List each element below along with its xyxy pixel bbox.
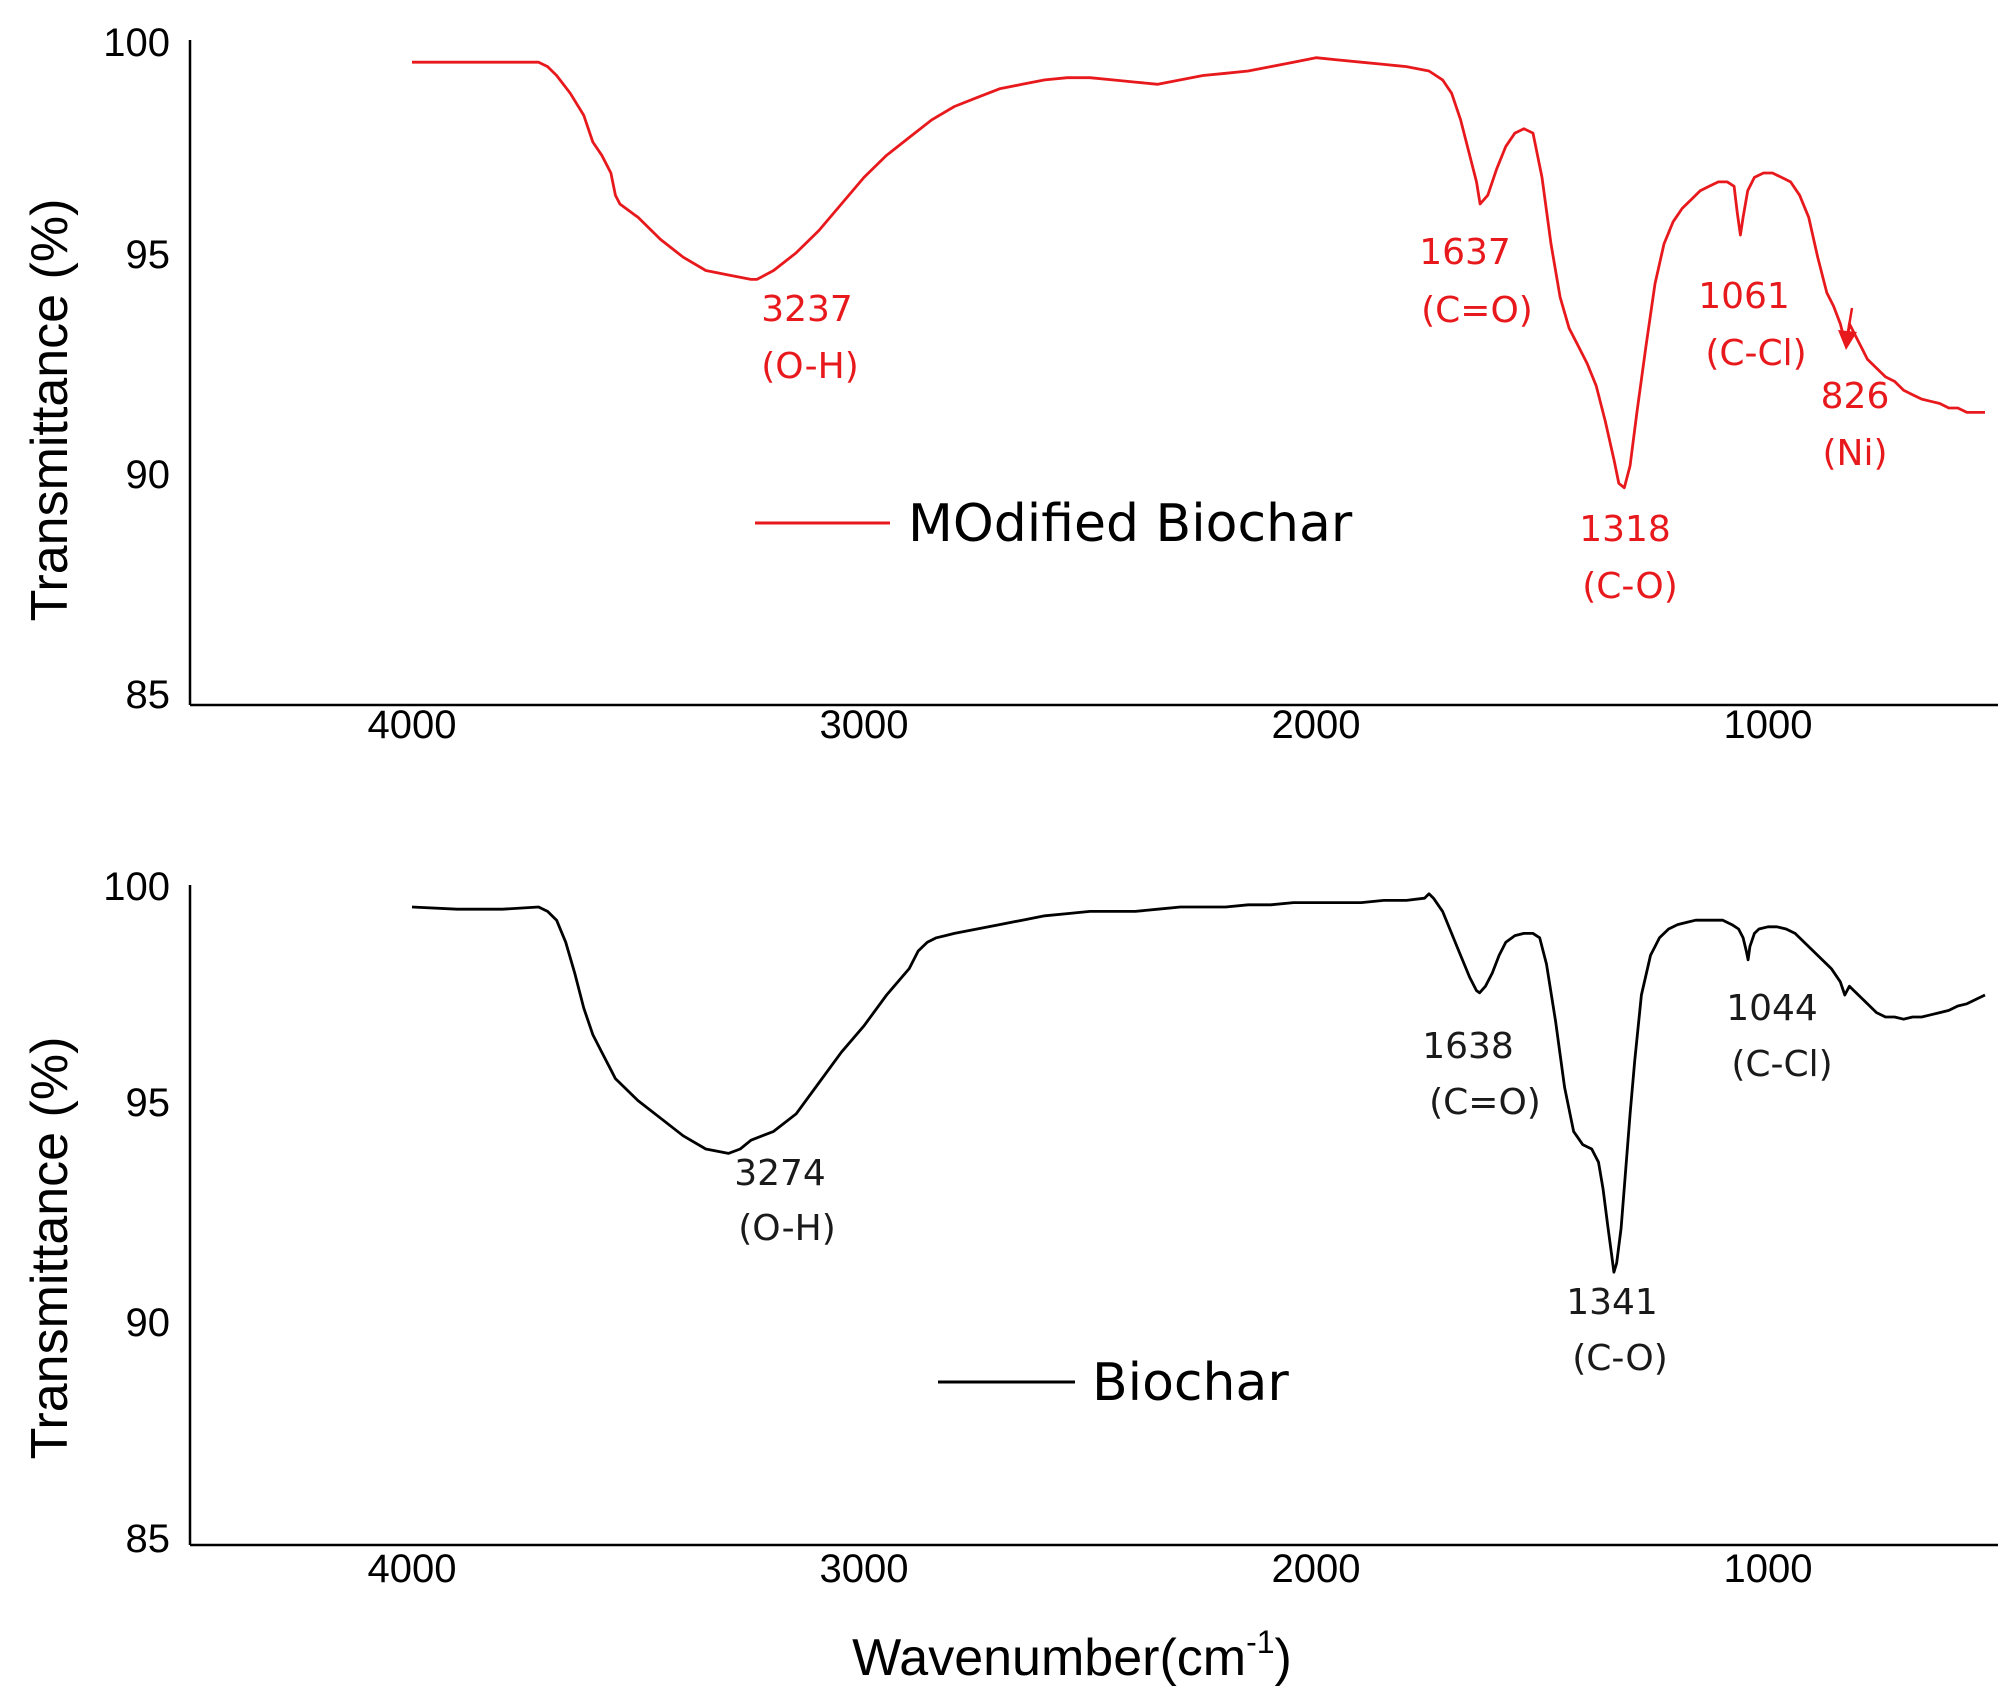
bottom-y-tick-90: 90 [126,1301,171,1345]
bottom-y-tick-95: 95 [126,1081,171,1125]
bottom-legend: Biochar [938,1353,1289,1413]
annotation-3237-group: (O-H) [761,346,859,387]
top-annotations: 3237 (O-H) 1637 (C=O) 1318 (C-O) 1061 (C… [761,232,1889,607]
annotation-1341-number: 1341 [1566,1282,1658,1323]
annotation-1637-number: 1637 [1419,232,1511,273]
annotation-1638-number: 1638 [1422,1026,1514,1067]
bottom-panel: 100 95 90 85 4000 3000 2000 1000 Transmi… [21,865,1998,1687]
annotation-1044-number: 1044 [1726,988,1818,1029]
biochar-line [411,892,1986,1274]
top-x-tick-3000: 3000 [820,703,909,747]
modified-biochar-line [412,56,1985,490]
annotation-826-number: 826 [1821,376,1890,417]
top-y-axis-title: Transmittance (%) [21,199,79,622]
x-axis-title-main: Wavenumber(cm [852,1629,1246,1687]
top-x-tick-2000: 2000 [1272,703,1361,747]
bottom-x-tick-4000: 4000 [368,1547,457,1591]
x-axis-title: Wavenumber(cm-1) [852,1624,1292,1687]
annotation-826-arrow-head [1838,330,1857,350]
top-y-tick-90: 90 [126,453,171,497]
x-axis-title-superscript: -1 [1246,1624,1274,1660]
biochar-legend-label: Biochar [1092,1353,1289,1413]
annotation-826-group: (Ni) [1822,433,1887,474]
annotation-826-arrow-shaft [1846,307,1854,333]
annotation-1061-group: (C-Cl) [1705,333,1806,374]
annotation-1044-group: (C-Cl) [1731,1044,1832,1085]
bottom-annotations: 3274 (O-H) 1638 (C=O) 1341 (C-O) 1044 (C… [734,988,1832,1379]
annotation-1637-group: (C=O) [1421,290,1533,331]
x-axis-title-close: ) [1275,1629,1292,1687]
top-x-tick-1000: 1000 [1724,703,1813,747]
annotation-3274-number: 3274 [734,1153,826,1194]
annotation-1638-group: (C=O) [1429,1082,1541,1123]
annotation-1318-number: 1318 [1579,509,1671,550]
top-x-tick-4000: 4000 [368,703,457,747]
annotation-1341-group: (C-O) [1572,1338,1668,1379]
top-y-tick-85: 85 [126,673,171,717]
annotation-3237-number: 3237 [761,289,853,330]
top-y-tick-100: 100 [103,21,170,65]
bottom-x-tick-1000: 1000 [1724,1547,1813,1591]
top-panel: 100 95 90 85 4000 3000 2000 1000 Transmi… [21,21,1998,747]
bottom-y-axis-title: Transmittance (%) [21,1037,79,1460]
top-legend: MOdified Biochar [755,494,1353,554]
bottom-y-tick-85: 85 [126,1517,171,1561]
modified-biochar-legend-label: MOdified Biochar [908,494,1353,554]
top-y-tick-95: 95 [126,233,171,277]
annotation-1318-group: (C-O) [1582,566,1678,607]
bottom-x-tick-3000: 3000 [820,1547,909,1591]
annotation-3274-group: (O-H) [738,1208,836,1249]
bottom-x-tick-2000: 2000 [1272,1547,1361,1591]
bottom-y-tick-100: 100 [103,865,170,909]
annotation-1061-number: 1061 [1698,276,1790,317]
